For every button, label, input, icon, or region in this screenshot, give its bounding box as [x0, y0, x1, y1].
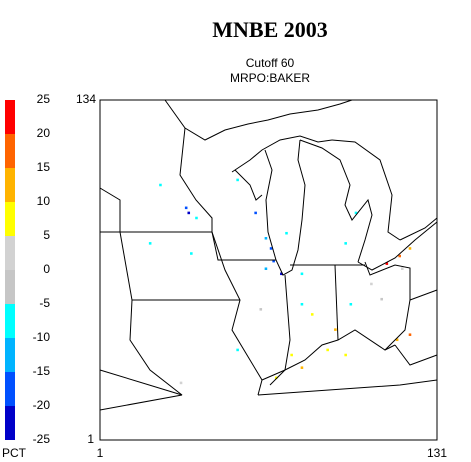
grid-cell [254, 211, 257, 215]
grid-cell [259, 308, 263, 311]
grid-cell [300, 272, 304, 276]
grid-cell [349, 302, 353, 306]
cell-layer [148, 178, 412, 385]
colorbar-swatch [5, 134, 15, 168]
colorbar-swatch [5, 406, 15, 440]
grid-cell [398, 254, 401, 258]
y-max-label: 134 [76, 92, 96, 106]
x-max-label: 131 [427, 446, 447, 460]
grid-cell [400, 267, 404, 270]
grid-cell [159, 183, 162, 187]
grid-cell [344, 242, 347, 245]
colorbar-tick-label: -10 [33, 330, 51, 344]
colorbar-tick-label: 25 [37, 92, 51, 106]
grid-cell [380, 297, 383, 301]
grid-cell [236, 348, 239, 352]
map-outlines [99, 99, 438, 411]
colorbar-tick-label: 20 [37, 126, 51, 140]
colorbar-tick-label: 5 [43, 228, 50, 242]
subtitle: Cutoff 60 [246, 56, 295, 70]
colorbar-swatch [5, 304, 15, 338]
grid-cell [310, 313, 314, 316]
colorbar-tick-label: 0 [43, 262, 50, 276]
grid-cell [184, 206, 188, 210]
grid-cell [274, 376, 278, 380]
grid-cell [300, 302, 304, 306]
grid-cell [148, 242, 152, 245]
source-label: MRPO:BAKER [230, 71, 310, 85]
grid-cell [408, 333, 412, 336]
x-min-label: 1 [97, 446, 104, 460]
colorbar-tick-label: -15 [33, 364, 51, 378]
title: MNBE 2003 [212, 17, 328, 42]
grid-cell [344, 353, 347, 357]
grid-cell [272, 259, 275, 263]
colorbar-swatch [5, 168, 15, 202]
grid-cell [395, 338, 399, 342]
grid-cell [385, 262, 389, 265]
colorbar-tick-label: 10 [37, 194, 51, 208]
colorbar-swatch [5, 338, 15, 372]
colorbar-tick-label: -25 [33, 432, 51, 446]
colorbar-unit: PCT [2, 446, 27, 460]
grid-cell [187, 211, 191, 215]
grid-cell [236, 178, 239, 182]
grid-cell [280, 272, 283, 276]
colorbar-tick-label: -20 [33, 398, 51, 412]
y-min-label: 1 [87, 432, 94, 446]
grid-cell [326, 348, 329, 352]
grid-cell [354, 211, 358, 215]
grid-cell [264, 267, 268, 270]
grid-cell [290, 353, 293, 357]
grid-cell [190, 252, 193, 255]
grid-cell [179, 381, 183, 385]
colorbar-swatch [5, 100, 15, 134]
colorbar-swatch [5, 236, 15, 270]
grid-cell [334, 328, 337, 331]
grid-cell [264, 237, 268, 240]
grid-cell [285, 231, 288, 235]
colorbar-swatch [5, 372, 15, 406]
colorbar-swatch [5, 270, 15, 304]
grid-cell [408, 247, 412, 250]
grid-cell [269, 247, 273, 250]
map-frame [99, 99, 438, 441]
grid-cell [370, 282, 373, 286]
grid-cell [300, 366, 304, 369]
grid-cell [195, 216, 198, 220]
colorbar-tick-label: -5 [39, 296, 50, 310]
colorbar-tick-label: 15 [37, 160, 51, 174]
colorbar-swatch [5, 202, 15, 236]
colorbar: 25 20 15 10 5 0 -5 -10 -15 -20 -25 [5, 92, 50, 446]
